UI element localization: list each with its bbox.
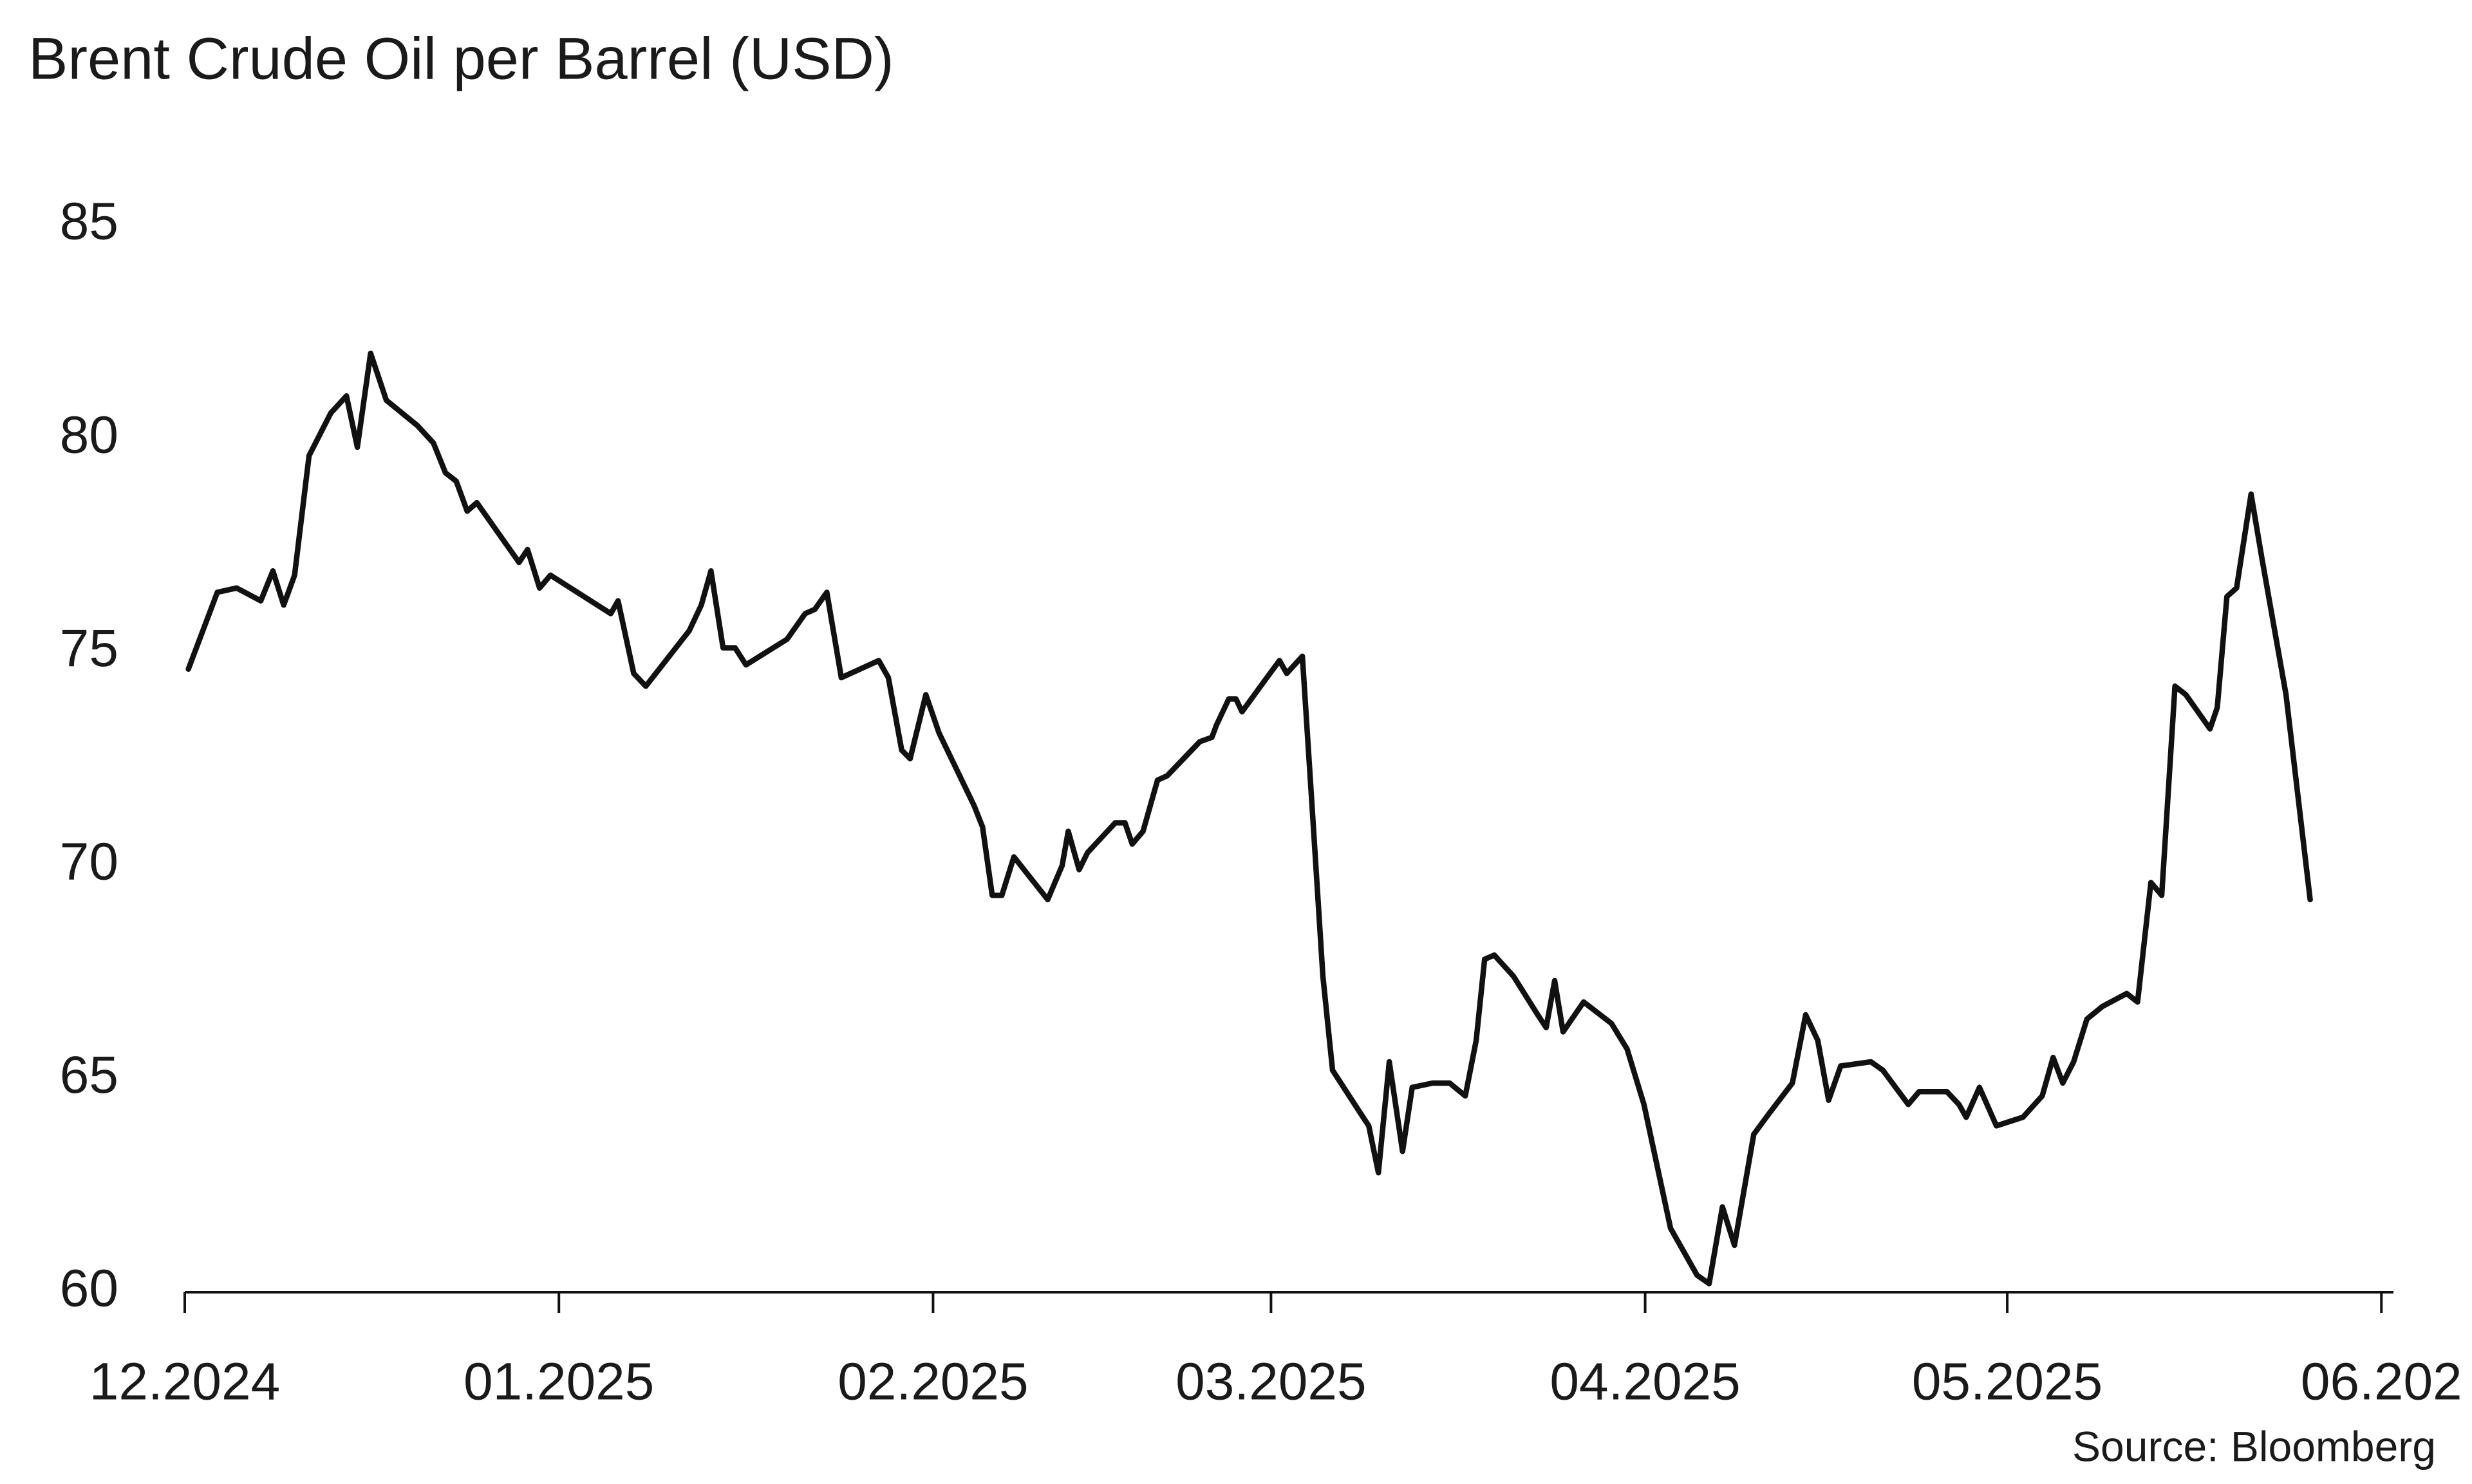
x-tick-label: 04.2025 (1550, 1353, 1740, 1411)
y-tick-label: 75 (60, 619, 118, 678)
chart-title: Brent Crude Oil per Barrel (USD) (28, 26, 894, 91)
x-tick-label: 05.2025 (1912, 1353, 2102, 1411)
source-note: Source: Bloomberg (2072, 1422, 2436, 1470)
x-tick-label: 01.2025 (464, 1353, 654, 1411)
x-tick-label: 06.202 (2301, 1353, 2462, 1411)
x-tick-label: 03.2025 (1175, 1353, 1366, 1411)
y-tick-label: 70 (60, 832, 118, 891)
y-tick-label: 85 (60, 192, 118, 251)
y-tick-label: 65 (60, 1046, 118, 1104)
y-tick-label: 80 (60, 405, 118, 464)
price-line (185, 350, 2313, 1286)
y-tick-label: 60 (60, 1259, 118, 1318)
x-tick-label: 02.2025 (838, 1353, 1028, 1411)
x-tick-label: 12.2024 (89, 1353, 280, 1411)
